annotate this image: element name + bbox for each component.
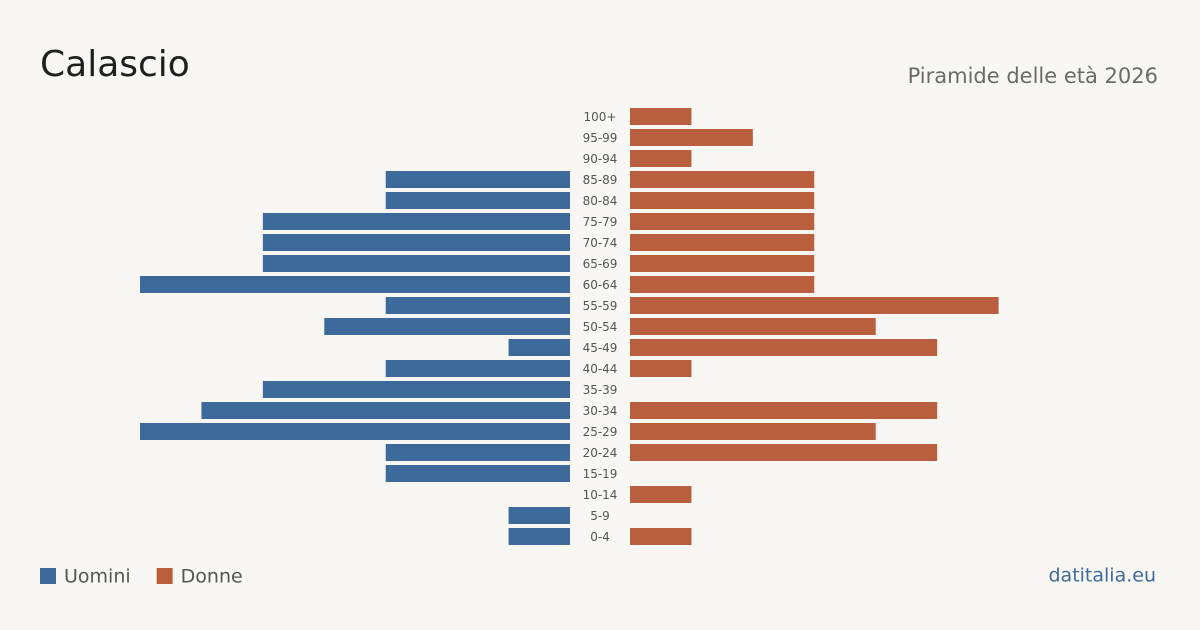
female-bar — [630, 297, 999, 314]
age-label: 75-79 — [583, 215, 618, 229]
age-label: 30-34 — [583, 404, 618, 418]
legend-label: Uomini — [64, 566, 131, 588]
female-bar — [630, 423, 876, 440]
age-label: 70-74 — [583, 236, 618, 250]
male-bar — [385, 171, 570, 188]
age-label: 20-24 — [583, 446, 618, 460]
legend-swatch — [40, 568, 56, 584]
male-bar — [140, 423, 570, 440]
age-label: 60-64 — [583, 278, 618, 292]
age-label: 45-49 — [583, 341, 618, 355]
chart-title: Calascio — [40, 44, 190, 85]
male-bar — [508, 507, 570, 524]
age-label: 50-54 — [583, 320, 618, 334]
male-bar — [140, 276, 570, 293]
age-label: 85-89 — [583, 173, 618, 187]
male-bar — [385, 444, 570, 461]
female-bar — [630, 234, 815, 251]
female-bar — [630, 171, 815, 188]
male-bar — [385, 360, 570, 377]
age-label: 40-44 — [583, 362, 618, 376]
source: datitalia.eu — [1049, 565, 1157, 587]
male-bar — [385, 465, 570, 482]
age-label: 25-29 — [583, 425, 618, 439]
age-label: 65-69 — [583, 257, 618, 271]
male-bar — [508, 339, 570, 356]
male-bar — [508, 528, 570, 545]
male-bar — [385, 297, 570, 314]
female-bar — [630, 318, 876, 335]
male-bar — [262, 234, 570, 251]
age-label: 80-84 — [583, 194, 618, 208]
female-bar — [630, 108, 692, 125]
age-label: 35-39 — [583, 383, 618, 397]
male-bar — [324, 318, 570, 335]
female-bar — [630, 528, 692, 545]
age-label: 90-94 — [583, 152, 618, 166]
chart-subtitle: Piramide delle età 2026 — [908, 64, 1158, 88]
female-bar — [630, 402, 938, 419]
female-bar — [630, 192, 815, 209]
female-bar — [630, 276, 815, 293]
age-label: 100+ — [584, 110, 617, 124]
age-label: 0-4 — [590, 530, 610, 544]
male-bar — [262, 213, 570, 230]
female-bar — [630, 486, 692, 503]
legend-label: Donne — [181, 566, 243, 588]
female-bar — [630, 360, 692, 377]
male-bar — [385, 192, 570, 209]
female-bar — [630, 213, 815, 230]
age-label: 95-99 — [583, 131, 618, 145]
age-label: 15-19 — [583, 467, 618, 481]
female-bar — [630, 444, 938, 461]
legend-swatch — [156, 568, 173, 584]
female-bar — [630, 129, 753, 146]
female-bar — [630, 339, 938, 356]
male-bar — [262, 381, 570, 398]
age-label: 5-9 — [590, 509, 610, 523]
male-bar — [262, 255, 570, 272]
male-bar — [201, 402, 570, 419]
age-label: 10-14 — [583, 488, 618, 502]
female-bar — [630, 150, 692, 167]
age-label: 55-59 — [583, 299, 618, 313]
female-bar — [630, 255, 815, 272]
